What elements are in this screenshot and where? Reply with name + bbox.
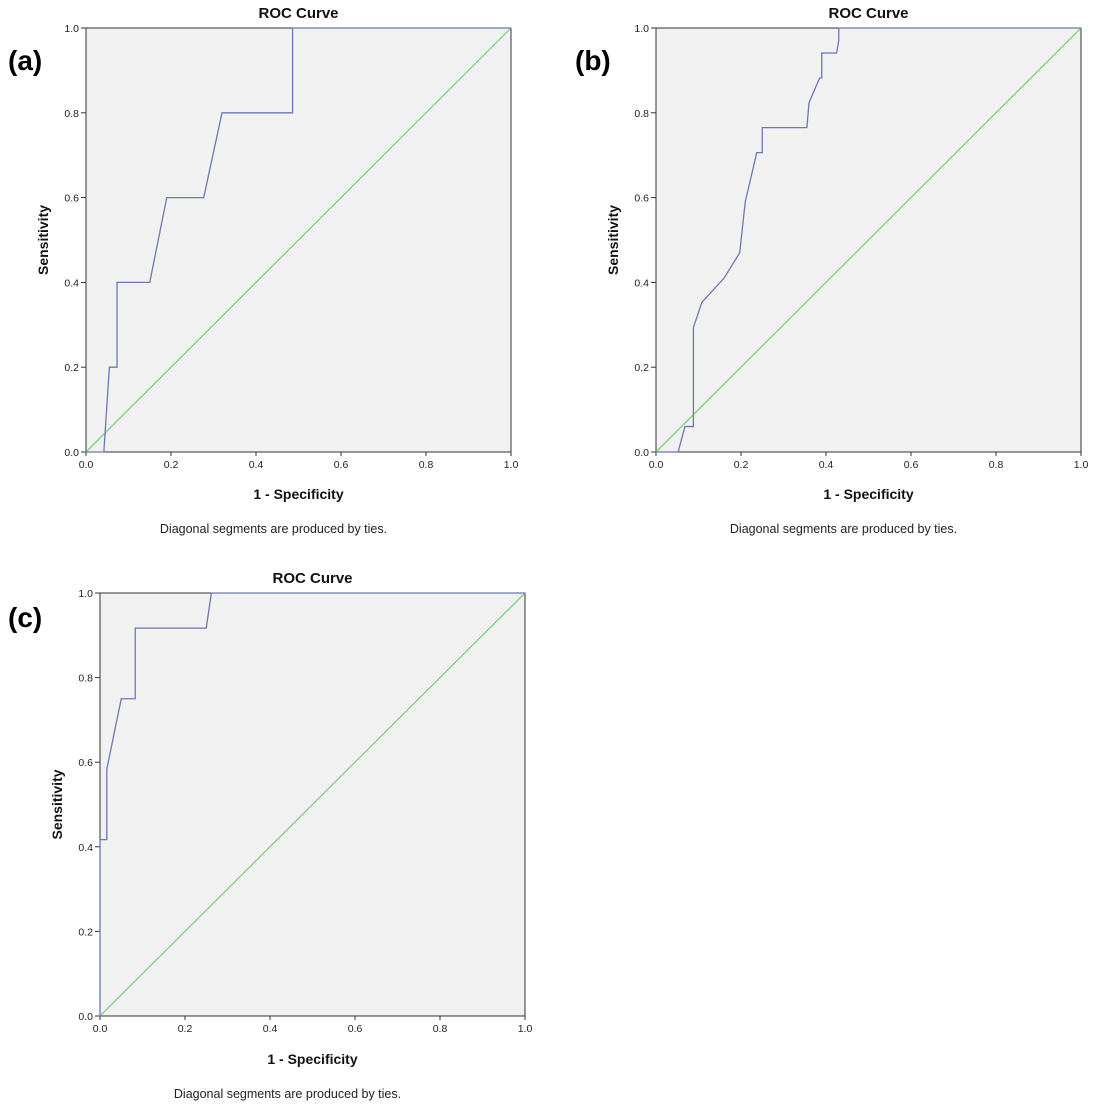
y-tick-label: 1.0: [64, 23, 79, 35]
y-axis-label: Sensitivity: [49, 769, 65, 839]
y-tick-label: 0.2: [634, 362, 649, 374]
y-axis-label: Sensitivity: [35, 205, 51, 275]
y-tick-label: 0.8: [64, 108, 79, 120]
y-tick-label: 0.8: [634, 108, 649, 120]
y-axis-label: Sensitivity: [605, 205, 621, 275]
y-tick-label: 0.4: [78, 842, 93, 854]
x-tick-label: 0.6: [904, 459, 919, 471]
chart-footnote: Diagonal segments are produced by ties.: [730, 522, 957, 536]
x-tick-label: 0.4: [249, 459, 264, 471]
x-tick-label: 0.0: [649, 459, 664, 471]
x-tick-label: 0.8: [989, 459, 1004, 471]
x-tick-label: 0.8: [419, 459, 434, 471]
x-tick-label: 0.4: [263, 1023, 278, 1035]
y-tick-label: 1.0: [634, 23, 649, 35]
panel-label: (a): [8, 45, 42, 76]
y-tick-label: 0.0: [78, 1011, 93, 1023]
x-tick-label: 0.0: [93, 1023, 108, 1035]
x-tick-label: 1.0: [1074, 459, 1089, 471]
x-axis-label: 1 - Specificity: [253, 486, 343, 502]
chart-footnote: Diagonal segments are produced by ties.: [174, 1087, 401, 1101]
y-tick-label: 0.6: [64, 193, 79, 205]
chart-footnote: Diagonal segments are produced by ties.: [160, 522, 387, 536]
chart-title: ROC Curve: [272, 570, 352, 587]
x-tick-label: 0.6: [348, 1023, 363, 1035]
y-tick-label: 0.2: [64, 362, 79, 374]
x-tick-label: 1.0: [518, 1023, 533, 1035]
roc-curve-line: [99, 592, 525, 1016]
x-tick-label: 0.8: [433, 1023, 448, 1035]
y-tick-label: 0.8: [78, 673, 93, 685]
reference-line: [655, 27, 1082, 453]
y-tick-label: 0.2: [78, 926, 93, 938]
reference-line: [99, 592, 526, 1017]
y-tick-label: 0.0: [64, 447, 79, 459]
x-axis-label: 1 - Specificity: [267, 1051, 357, 1067]
roc-panel: 0.0 0.2 0.4 0.6 0.8 1.0 0.0 0.2 0.4 0.6 0.8 1.0 ROC …: [8, 5, 518, 536]
roc-panel: 0.0 0.2 0.4 0.6 0.8 1.0 0.0 0.2 0.4 0.6 0.8 1.0 ROC …: [8, 570, 532, 1101]
roc-curve-line: [656, 27, 1081, 453]
y-tick-label: 1.0: [78, 588, 93, 600]
roc-panel: 0.0 0.2 0.4 0.6 0.8 1.0 0.0 0.2 0.4 0.6 0.8 1.0 ROC …: [575, 5, 1088, 536]
x-tick-label: 0.2: [164, 459, 179, 471]
x-axis-label: 1 - Specificity: [823, 486, 913, 502]
panel-label: (b): [575, 45, 611, 76]
x-tick-label: 0.0: [79, 459, 94, 471]
x-tick-label: 1.0: [504, 459, 519, 471]
x-tick-label: 0.2: [178, 1023, 193, 1035]
x-tick-label: 0.6: [334, 459, 349, 471]
y-tick-label: 0.6: [78, 757, 93, 769]
x-tick-label: 0.2: [734, 459, 749, 471]
panel-label: (c): [8, 602, 42, 633]
y-tick-label: 0.6: [634, 193, 649, 205]
y-tick-label: 0.0: [634, 447, 649, 459]
y-tick-label: 0.4: [634, 277, 649, 289]
chart-title: ROC Curve: [258, 5, 338, 22]
reference-line: [85, 27, 512, 453]
chart-title: ROC Curve: [828, 5, 908, 22]
x-tick-label: 0.4: [819, 459, 834, 471]
roc-curve-line: [86, 27, 511, 453]
y-tick-label: 0.4: [64, 277, 79, 289]
